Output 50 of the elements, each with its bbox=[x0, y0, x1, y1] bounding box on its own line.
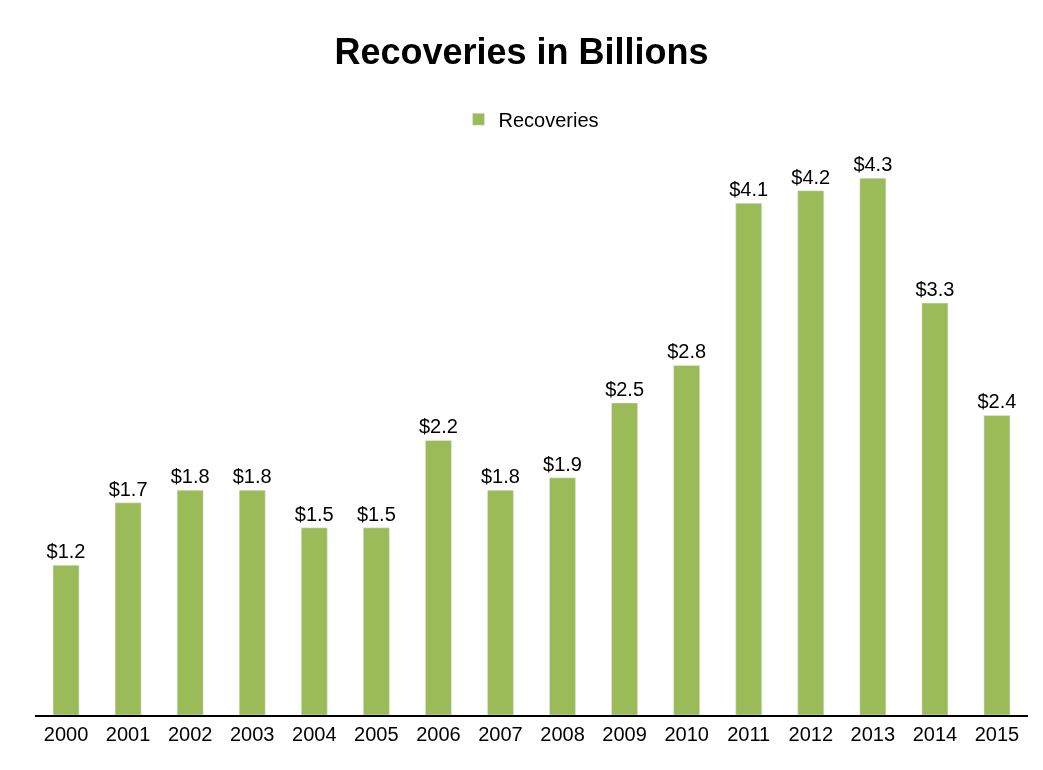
bar bbox=[611, 402, 638, 715]
x-tick-label: 2007 bbox=[478, 722, 523, 745]
x-tick-label: 2013 bbox=[850, 722, 896, 745]
chart-title: Recoveries in Billions bbox=[334, 30, 709, 72]
x-tick-label: 2005 bbox=[354, 722, 399, 745]
data-label: $2.5 bbox=[605, 377, 645, 400]
data-label: $4.3 bbox=[853, 153, 893, 176]
x-tick-label: 2000 bbox=[43, 722, 89, 745]
data-label: $3.3 bbox=[915, 278, 955, 301]
data-label: $1.8 bbox=[232, 465, 272, 488]
bar bbox=[176, 490, 204, 715]
data-label: $2.8 bbox=[667, 340, 707, 363]
legend-label: Recoveries bbox=[498, 109, 599, 131]
x-tick-label: 2012 bbox=[788, 722, 834, 745]
x-tick-label: 2001 bbox=[105, 722, 151, 745]
data-label: $1.8 bbox=[481, 465, 520, 488]
bar bbox=[983, 415, 1011, 715]
x-tick-label: 2008 bbox=[540, 722, 585, 745]
x-tick-label: 2002 bbox=[167, 722, 213, 745]
x-tick-label: 2006 bbox=[416, 722, 461, 745]
x-tick-label: 2003 bbox=[229, 722, 275, 745]
x-tick-label: 2004 bbox=[292, 722, 337, 745]
bar bbox=[301, 527, 328, 715]
bar bbox=[921, 302, 949, 715]
data-label: $4.1 bbox=[729, 178, 769, 201]
bar bbox=[363, 527, 390, 715]
bar bbox=[52, 564, 80, 715]
x-tick-label: 2015 bbox=[974, 722, 1020, 745]
data-label: $1.2 bbox=[46, 540, 86, 563]
x-tick-label: 2014 bbox=[912, 722, 958, 745]
x-tick-label: 2011 bbox=[727, 722, 771, 745]
bar bbox=[425, 440, 452, 715]
bar bbox=[238, 490, 266, 715]
bar bbox=[735, 202, 762, 715]
data-label: $4.2 bbox=[791, 165, 831, 188]
data-label: $1.5 bbox=[294, 502, 334, 525]
bar bbox=[549, 477, 576, 715]
data-label: $1.8 bbox=[170, 465, 210, 488]
bar bbox=[673, 365, 700, 715]
bar bbox=[487, 490, 514, 715]
bar bbox=[859, 178, 887, 715]
data-label: $2.2 bbox=[418, 415, 458, 438]
x-tick-label: 2009 bbox=[602, 722, 647, 745]
data-label: $2.4 bbox=[977, 390, 1017, 413]
x-tick-label: 2010 bbox=[664, 722, 709, 745]
data-label: $1.7 bbox=[108, 477, 148, 500]
bar bbox=[797, 190, 825, 715]
data-label: $1.5 bbox=[356, 502, 396, 525]
data-label: $1.9 bbox=[543, 452, 582, 475]
bar bbox=[114, 502, 142, 715]
